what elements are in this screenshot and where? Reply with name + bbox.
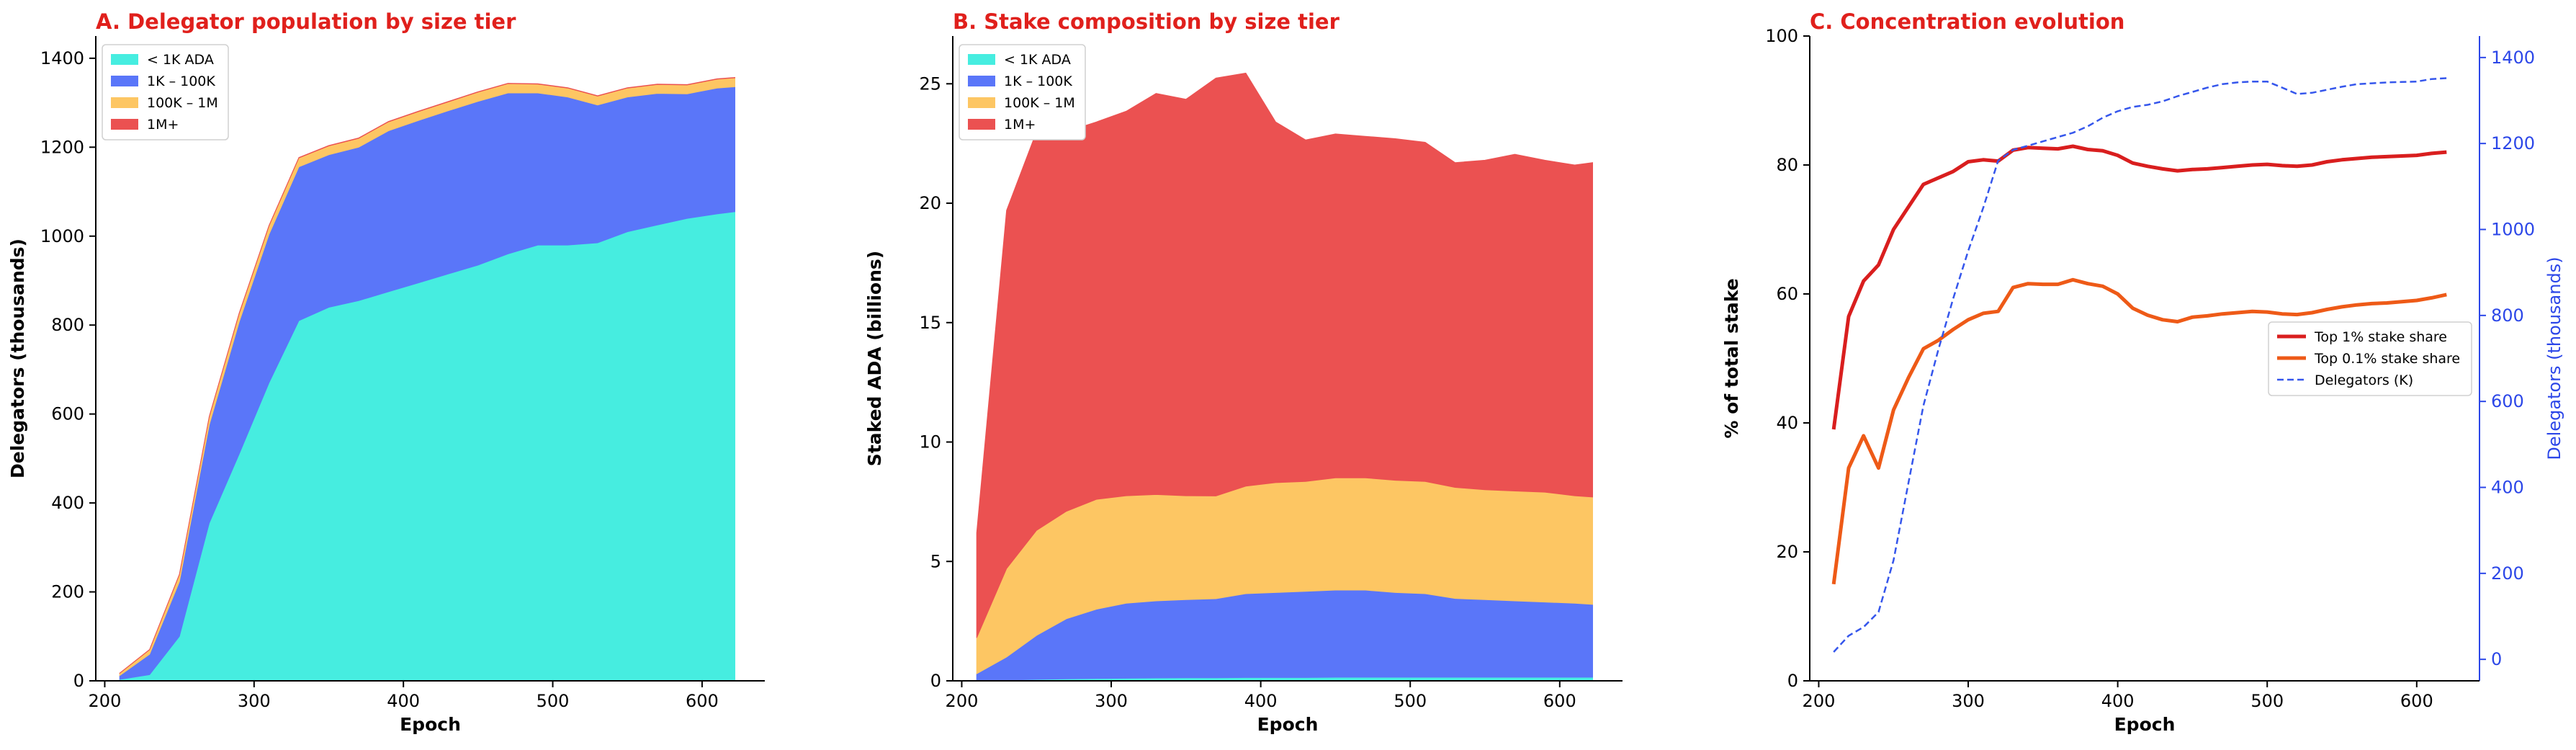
y-tick-label: 0 bbox=[1787, 671, 1798, 691]
x-tick-label: 600 bbox=[686, 691, 719, 711]
x-tick-label: 200 bbox=[1803, 691, 1836, 711]
right-tick-label: 1000 bbox=[2491, 220, 2535, 240]
y-tick-label: 40 bbox=[1776, 413, 1798, 433]
x-axis-label: Epoch bbox=[1257, 714, 1319, 735]
legend-label: Top 0.1% stake share bbox=[2314, 351, 2460, 367]
x-tick-label: 300 bbox=[1095, 691, 1128, 711]
area-series-4 bbox=[119, 76, 735, 674]
x-tick-label: 500 bbox=[2250, 691, 2284, 711]
legend: Top 1% stake share Top 0.1% stake share De… bbox=[2268, 321, 2472, 396]
legend-box bbox=[102, 44, 229, 140]
legend-swatch bbox=[111, 54, 138, 65]
legend: < 1K ADA 1K – 100K 100K – 1M 1M+ bbox=[959, 44, 1086, 140]
x-tick-label: 500 bbox=[537, 691, 570, 711]
y-axis-label: Delegators (thousands) bbox=[7, 238, 28, 478]
chart-title: A. Delegator population by size tier bbox=[96, 9, 516, 34]
y-tick-label: 25 bbox=[919, 73, 941, 94]
x-tick-label: 400 bbox=[2101, 691, 2135, 711]
legend-label: 1K – 100K bbox=[147, 73, 215, 89]
line-series-2 bbox=[1831, 277, 2447, 585]
x-axis-label: Epoch bbox=[400, 714, 461, 735]
right-tick-label: 400 bbox=[2491, 478, 2524, 498]
y-tick-label: 0 bbox=[930, 671, 941, 691]
legend-label: < 1K ADA bbox=[1004, 52, 1071, 68]
y-tick-label: 1200 bbox=[40, 137, 84, 157]
y-tick-label: 400 bbox=[51, 493, 84, 513]
legend: < 1K ADA 1K – 100K 100K – 1M 1M+ bbox=[102, 44, 229, 140]
y-tick-label: 200 bbox=[51, 582, 84, 602]
x-tick-label: 600 bbox=[2400, 691, 2433, 711]
x-tick-label: 500 bbox=[1394, 691, 1427, 711]
legend-swatch bbox=[968, 54, 995, 65]
right-axis-label: Delegators (thousands) bbox=[2544, 256, 2564, 460]
y-tick-label: 20 bbox=[919, 193, 941, 213]
x-tick-label: 300 bbox=[238, 691, 271, 711]
legend-label: 1K – 100K bbox=[1004, 73, 1072, 89]
right-tick-label: 1400 bbox=[2491, 48, 2535, 68]
legend-swatch bbox=[111, 97, 138, 108]
right-tick-label: 200 bbox=[2491, 563, 2524, 584]
y-tick-label: 5 bbox=[930, 551, 941, 571]
y-tick-label: 80 bbox=[1776, 155, 1798, 175]
chart-title: C. Concentration evolution bbox=[1810, 9, 2124, 34]
x-tick-label: 300 bbox=[1952, 691, 1985, 711]
legend-label: Top 1% stake share bbox=[2314, 329, 2447, 345]
x-tick-label: 600 bbox=[1543, 691, 1576, 711]
right-tick-label: 0 bbox=[2491, 649, 2502, 669]
y-axis-label: Staked ADA (billions) bbox=[864, 251, 885, 466]
legend-label: 100K – 1M bbox=[1004, 95, 1075, 111]
x-axis-label: Epoch bbox=[2114, 714, 2176, 735]
y-axis-label: % of total stake bbox=[1721, 278, 1742, 438]
right-tick-label: 600 bbox=[2491, 391, 2524, 411]
area-series-4 bbox=[976, 72, 1593, 638]
line-series-3 bbox=[1833, 77, 2447, 653]
y-tick-label: 10 bbox=[919, 432, 941, 452]
legend-label: 1M+ bbox=[147, 117, 179, 133]
legend-label: 1M+ bbox=[1004, 117, 1036, 133]
y-tick-label: 20 bbox=[1776, 542, 1798, 562]
y-tick-label: 100 bbox=[1765, 26, 1798, 46]
legend-swatch bbox=[968, 76, 995, 86]
x-tick-label: 400 bbox=[1244, 691, 1278, 711]
legend-label: 100K – 1M bbox=[147, 95, 218, 111]
y-tick-label: 60 bbox=[1776, 284, 1798, 304]
y-tick-label: 0 bbox=[73, 671, 84, 691]
legend-swatch bbox=[968, 97, 995, 108]
legend-swatch bbox=[111, 119, 138, 130]
legend-swatch bbox=[111, 76, 138, 86]
right-tick-label: 1200 bbox=[2491, 133, 2535, 153]
y-tick-label: 600 bbox=[51, 404, 84, 424]
x-tick-label: 200 bbox=[946, 691, 979, 711]
legend-box bbox=[2268, 321, 2472, 396]
x-tick-label: 400 bbox=[387, 691, 420, 711]
chart-title: B. Stake composition by size tier bbox=[953, 9, 1340, 34]
y-tick-label: 15 bbox=[919, 313, 941, 333]
line-series-1 bbox=[1831, 144, 2447, 430]
right-tick-label: 800 bbox=[2491, 305, 2524, 326]
y-tick-label: 800 bbox=[51, 315, 84, 335]
legend-label: < 1K ADA bbox=[147, 52, 214, 68]
legend-box bbox=[959, 44, 1086, 140]
x-tick-label: 200 bbox=[89, 691, 122, 711]
panel-3: C. Concentration evolution02004006008001… bbox=[1721, 9, 2564, 735]
y-tick-label: 1000 bbox=[40, 226, 84, 246]
y-tick-label: 1400 bbox=[40, 48, 84, 68]
panel-1: A. Delegator population by size tier 200 3… bbox=[7, 9, 765, 735]
legend-swatch bbox=[968, 119, 995, 130]
legend-label: Delegators (K) bbox=[2315, 372, 2413, 388]
